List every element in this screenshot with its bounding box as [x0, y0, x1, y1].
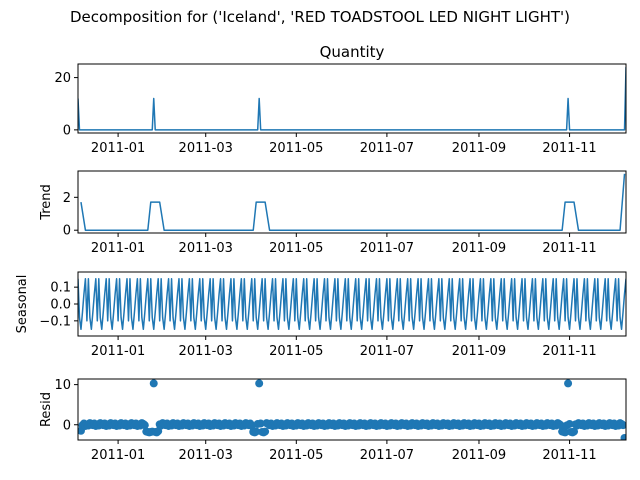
resid-point: [564, 379, 573, 388]
panel-3: 2011-01 2011-03 2011-05 2011-07 2011-09 2011-…: [15, 271, 627, 359]
x-tick-label: 2011-07: [360, 141, 414, 156]
resid-point: [261, 427, 270, 436]
x-tick-label: 2011-07: [360, 448, 414, 463]
x-tick-label: 2011-05: [269, 141, 323, 156]
x-tick-label: 2011-01: [91, 344, 145, 359]
x-tick-label: 2011-07: [360, 241, 414, 256]
panel-title: Quantity: [320, 43, 385, 61]
resid-point: [256, 419, 265, 428]
y-tick-label: 0.1: [50, 281, 71, 296]
panel-2: 2011-01 2011-03 2011-05 2011-07 2011-09 2011-…: [39, 170, 627, 256]
x-tick-label: 2011-03: [179, 241, 233, 256]
seasonal-series-line: [78, 277, 626, 331]
figure-suptitle: Decomposition for ('Iceland', 'RED TOADS…: [70, 8, 570, 26]
x-tick-label: 2011-09: [452, 241, 506, 256]
panel-data-1: [78, 67, 626, 131]
y-tick-label: −0.1: [39, 314, 71, 329]
x-tick-label: 2011-03: [179, 141, 233, 156]
resid-point: [255, 379, 264, 388]
y-tick-label: 0: [63, 123, 71, 138]
x-tick-label: 2011-11: [542, 241, 596, 256]
x-tick-label: 2011-01: [91, 241, 145, 256]
x-tick-label: 2011-09: [452, 141, 506, 156]
resid-point: [252, 427, 261, 436]
x-tick-label: 2011-11: [542, 344, 596, 359]
x-tick-label: 2011-01: [91, 141, 145, 156]
resid-point: [149, 379, 158, 388]
quantity-series-line: [78, 67, 626, 131]
resid-point: [556, 421, 565, 430]
y-tick-label: 0.0: [50, 298, 71, 313]
y-axis-label: Resid: [39, 392, 54, 427]
resid-point: [140, 421, 149, 430]
resid-point: [561, 428, 570, 437]
axes-frame-1: [77, 63, 627, 134]
axes-frame-4: [77, 378, 627, 441]
x-tick-label: 2011-03: [179, 448, 233, 463]
x-tick-label: 2011-11: [542, 141, 596, 156]
x-tick-label: 2011-09: [452, 448, 506, 463]
x-tick-label: 2011-01: [91, 448, 145, 463]
x-tick-label: 2011-03: [179, 344, 233, 359]
resid-point: [619, 421, 626, 430]
panel-data-4: [78, 379, 626, 440]
axes-frame-2: [77, 170, 627, 234]
x-tick-label: 2011-05: [269, 344, 323, 359]
x-tick-label: 2011-05: [269, 241, 323, 256]
panel-1: 2011-01 2011-03 2011-05 2011-07 2011-09 2011-…: [54, 43, 627, 156]
y-axis-label: Trend: [39, 184, 54, 221]
y-tick-label: 0: [63, 418, 71, 433]
x-tick-label: 2011-09: [452, 344, 506, 359]
panel-data-2: [80, 173, 626, 231]
panel-4: 2011-01 2011-03 2011-05 2011-07 2011-09 2011-…: [39, 378, 627, 463]
x-tick-label: 2011-05: [269, 448, 323, 463]
x-tick-label: 2011-11: [542, 448, 596, 463]
y-tick-label: 10: [54, 378, 71, 393]
y-tick-label: 2: [63, 191, 71, 206]
resid-point: [565, 419, 574, 428]
panel-data-3: [78, 277, 626, 331]
trend-series-line: [80, 173, 626, 231]
x-tick-label: 2011-07: [360, 344, 414, 359]
y-tick-label: 20: [54, 71, 71, 86]
resid-point: [620, 433, 626, 440]
resid-point: [570, 427, 579, 436]
y-tick-label: 0: [63, 224, 71, 239]
panels-group: 2011-01 2011-03 2011-05 2011-07 2011-09 2011-…: [15, 43, 627, 463]
y-axis-label: Seasonal: [15, 275, 30, 334]
